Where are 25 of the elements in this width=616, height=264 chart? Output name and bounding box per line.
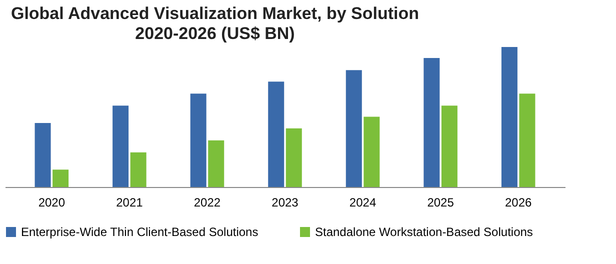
bar	[112, 106, 129, 187]
legend-label: Standalone Workstation-Based Solutions	[315, 225, 533, 239]
x-tick-label: 2022	[194, 196, 221, 210]
chart-subtitle: 2020-2026 (US$ BN)	[135, 24, 295, 43]
bar	[52, 170, 69, 187]
bar	[519, 94, 536, 187]
x-tick-label: 2026	[504, 196, 532, 210]
bar	[268, 82, 284, 187]
chart-title: Global Advanced Visualization Market, by Solution	[10, 4, 420, 23]
x-tick-label: 2023	[272, 196, 299, 210]
x-tick-label: 2025	[427, 196, 454, 210]
bar	[364, 116, 380, 187]
x-tick-label: 2024	[349, 196, 376, 210]
bar	[424, 58, 440, 187]
x-tick-label: 2021	[116, 196, 144, 210]
bar	[286, 128, 302, 187]
bar	[346, 70, 362, 187]
bar	[130, 152, 146, 187]
legend-label: Enterprise-Wide Thin Client-Based Solutions	[21, 225, 258, 239]
bar	[208, 140, 224, 187]
bar	[441, 106, 458, 187]
bar	[190, 94, 206, 187]
x-tick-label: 2020	[38, 196, 66, 210]
bar	[34, 123, 51, 187]
bar	[501, 47, 518, 187]
